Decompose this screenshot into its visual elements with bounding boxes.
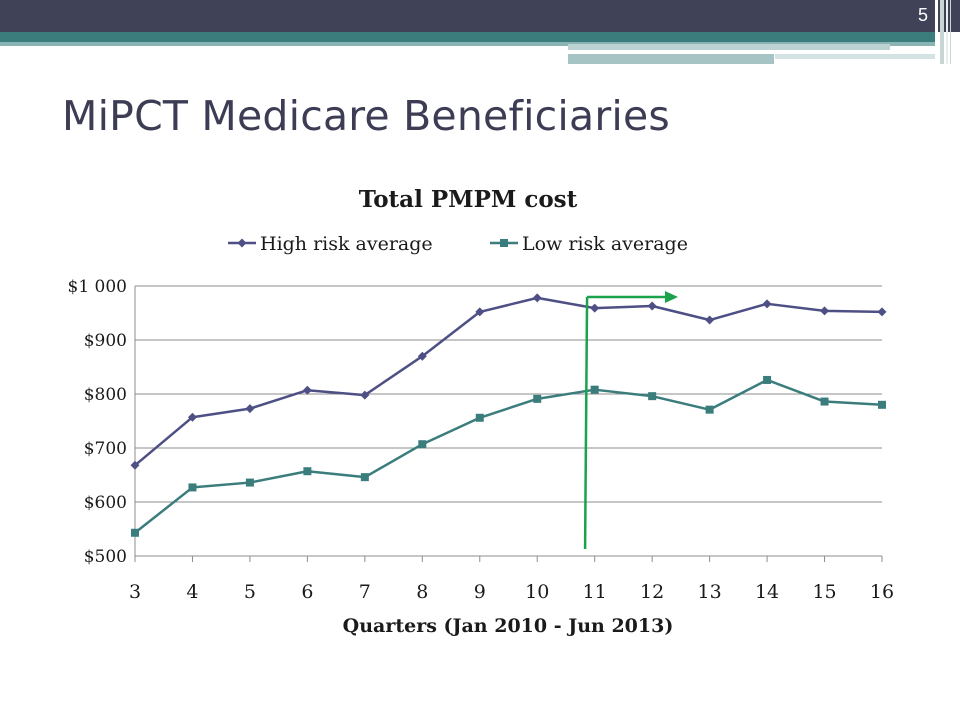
annotation-arrowhead bbox=[665, 291, 678, 303]
decor-vertical-bar bbox=[950, 0, 951, 64]
y-tick-label: $700 bbox=[84, 439, 127, 459]
data-point bbox=[245, 478, 254, 487]
data-point bbox=[131, 528, 139, 537]
y-tick-label: $900 bbox=[84, 331, 127, 351]
data-point bbox=[877, 307, 887, 317]
page-number: 5 bbox=[917, 5, 928, 25]
data-point bbox=[762, 299, 772, 309]
data-point bbox=[590, 385, 599, 394]
annotation-vertical-line bbox=[583, 296, 589, 550]
x-tick-label: 4 bbox=[186, 581, 198, 603]
y-tick-label: $1 000 bbox=[68, 277, 127, 297]
data-point bbox=[705, 315, 715, 325]
grid-lines bbox=[135, 285, 882, 503]
teal-band-thin bbox=[0, 42, 935, 46]
data-point bbox=[130, 460, 140, 470]
x-tick-label: 15 bbox=[812, 581, 836, 603]
decor-stripe bbox=[775, 54, 935, 59]
data-point bbox=[820, 397, 829, 406]
legend: High risk average Low risk average bbox=[228, 233, 688, 255]
x-tick-label: 6 bbox=[301, 581, 313, 603]
x-tick-label: 13 bbox=[698, 581, 722, 603]
data-point bbox=[533, 394, 542, 403]
series-line-low-risk bbox=[134, 378, 883, 534]
data-point bbox=[590, 303, 600, 313]
y-tick-label: $500 bbox=[84, 547, 127, 567]
axes bbox=[134, 286, 883, 562]
legend-label: High risk average bbox=[260, 233, 433, 255]
x-tick-label: 9 bbox=[474, 581, 486, 603]
data-point bbox=[245, 404, 255, 414]
slide-title: MiPCT Medicare Beneficiaries bbox=[62, 92, 670, 140]
data-point bbox=[360, 390, 370, 400]
data-point bbox=[647, 301, 657, 311]
data-point bbox=[302, 385, 312, 395]
data-point bbox=[532, 293, 542, 303]
data-point bbox=[878, 400, 886, 409]
y-tick-label: $600 bbox=[84, 493, 127, 513]
legend-label: Low risk average bbox=[522, 233, 688, 255]
x-axis-label: Quarters (Jan 2010 - Jun 2013) bbox=[343, 615, 674, 637]
series-group bbox=[130, 293, 887, 537]
decor-vertical-bar bbox=[935, 0, 938, 64]
x-tick-label: 5 bbox=[244, 581, 256, 603]
data-point bbox=[417, 351, 427, 361]
x-tick-label: 12 bbox=[640, 581, 664, 603]
decor-stripe bbox=[568, 54, 774, 64]
y-tick-label: $800 bbox=[84, 385, 127, 405]
data-point bbox=[303, 467, 312, 476]
decor-vertical-bar bbox=[940, 0, 944, 64]
teal-band bbox=[0, 32, 935, 42]
x-tick-label: 11 bbox=[583, 581, 607, 603]
legend-marker bbox=[237, 238, 247, 248]
data-point bbox=[475, 307, 485, 317]
data-point bbox=[360, 473, 369, 482]
data-point bbox=[188, 483, 197, 492]
data-point bbox=[648, 392, 657, 401]
legend-marker bbox=[500, 239, 508, 247]
x-tick-label: 16 bbox=[870, 581, 894, 603]
decor-vertical-bar bbox=[946, 0, 948, 64]
annotation-group bbox=[583, 291, 678, 550]
y-tick-labels: $500 $600 $700 $800 $900 $1 000 bbox=[68, 277, 127, 567]
decor-stripe bbox=[568, 44, 890, 50]
data-point bbox=[475, 413, 484, 422]
x-tick-label: 7 bbox=[359, 581, 371, 603]
chart-title: Total PMPM cost bbox=[359, 186, 578, 213]
data-point bbox=[705, 405, 714, 414]
x-tick-labels: 3 4 5 6 7 8 9 10 11 12 13 14 15 16 bbox=[129, 581, 894, 603]
x-tick-label: 14 bbox=[755, 581, 779, 603]
data-point bbox=[820, 306, 830, 316]
header-band bbox=[0, 0, 960, 32]
x-tick-label: 8 bbox=[416, 581, 428, 603]
data-point bbox=[187, 412, 197, 422]
x-tick-label: 10 bbox=[525, 581, 549, 603]
series-line-high-risk bbox=[134, 296, 883, 467]
data-point bbox=[418, 440, 427, 449]
data-point bbox=[763, 375, 772, 384]
x-tick-label: 3 bbox=[129, 581, 141, 603]
